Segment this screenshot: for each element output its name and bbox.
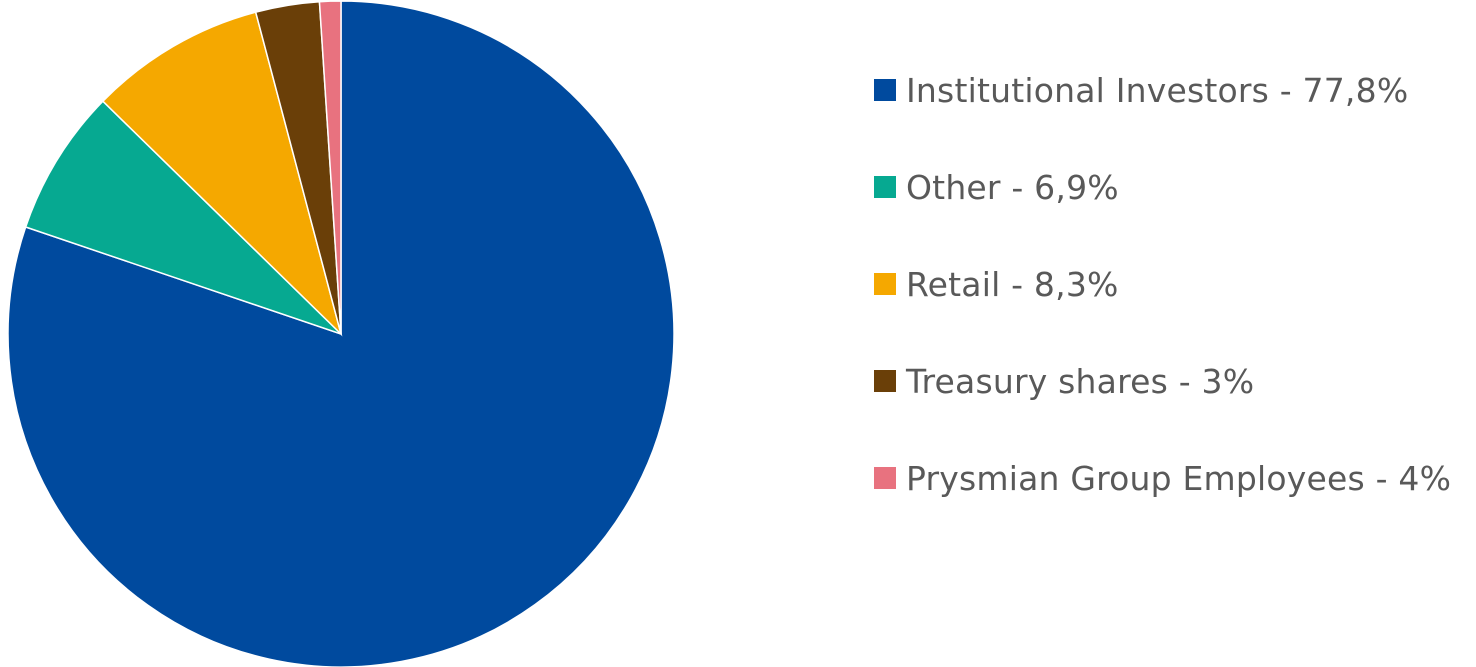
legend-item-treasury-shares: Treasury shares - 3% (874, 357, 1474, 405)
legend-label: Treasury shares - 3% (906, 361, 1255, 401)
legend-label: Other - 6,9% (906, 167, 1119, 207)
legend-label: Retail - 8,3% (906, 264, 1119, 304)
pie-slice-1 (24, 100, 342, 335)
legend-item-other: Other - 6,9% (874, 163, 1474, 211)
legend-label: Institutional Investors - 77,8% (906, 70, 1409, 110)
legend-swatch (874, 273, 896, 295)
legend: Institutional Investors - 77,8% Other - … (874, 66, 1474, 551)
legend-swatch (874, 79, 896, 101)
legend-swatch (874, 176, 896, 198)
pie-slice-4 (318, 0, 342, 335)
legend-item-institutional-investors: Institutional Investors - 77,8% (874, 66, 1474, 114)
legend-item-retail: Retail - 8,3% (874, 260, 1474, 308)
legend-swatch (874, 370, 896, 392)
legend-label: Prysmian Group Employees - 4% (906, 458, 1452, 498)
legend-item-prysmian-group-employees: Prysmian Group Employees - 4% (874, 454, 1474, 502)
pie-plot-area (7, 0, 675, 667)
pie-slice-0 (7, 0, 675, 667)
pie-slice-2 (101, 11, 343, 337)
legend-swatch (874, 467, 896, 489)
